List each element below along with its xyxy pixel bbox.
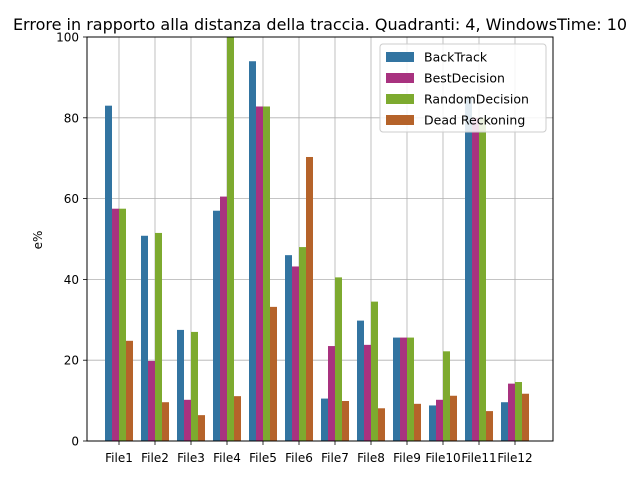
bar-randomdecision — [299, 247, 306, 441]
bar-randomdecision — [407, 337, 414, 441]
bar-backtrack — [105, 105, 112, 442]
legend-box — [379, 43, 547, 133]
x-tick-label: File2 — [141, 451, 169, 465]
legend-label: Dead Reckoning — [424, 113, 525, 128]
bar-randomdecision — [443, 351, 450, 441]
bar-backtrack — [465, 97, 472, 441]
bar-randomdecision — [155, 232, 162, 441]
bar-dead-reckoning — [450, 395, 457, 441]
x-tick-label: File3 — [177, 451, 205, 465]
x-tick-label: File6 — [285, 451, 313, 465]
bar-randomdecision — [227, 37, 234, 441]
x-tick-label: File7 — [321, 451, 349, 465]
y-tick-label: 40 — [64, 273, 79, 287]
bar-dead-reckoning — [270, 306, 277, 441]
bar-dead-reckoning — [126, 340, 133, 441]
bar-bestdecision — [400, 337, 407, 441]
bar-backtrack — [141, 235, 148, 441]
bar-backtrack — [285, 255, 292, 441]
bar-backtrack — [501, 402, 508, 441]
bar-bestdecision — [508, 383, 515, 441]
x-tick-label: File8 — [357, 451, 385, 465]
bar-bestdecision — [364, 344, 371, 441]
bar-bestdecision — [472, 117, 479, 442]
legend: BackTrack BestDecision RandomDecision Dead … — [379, 43, 547, 133]
bar-bestdecision — [328, 346, 335, 441]
bar-bestdecision — [220, 196, 227, 441]
x-tick-label: File11 — [461, 451, 496, 465]
y-axis-label: e% — [31, 231, 45, 250]
y-axis: 0 20 40 60 80 100 — [56, 31, 87, 449]
x-tick-label: File10 — [425, 451, 460, 465]
bar-bestdecision — [436, 399, 443, 441]
bar-randomdecision — [479, 117, 486, 442]
bar-bestdecision — [184, 399, 191, 441]
x-tick-label: File12 — [497, 451, 532, 465]
y-tick-label: 0 — [71, 435, 79, 449]
bars — [105, 37, 529, 442]
bar-dead-reckoning — [414, 403, 421, 441]
legend-label: BackTrack — [424, 50, 488, 65]
x-tick-label: File1 — [105, 451, 133, 465]
bar-dead-reckoning — [198, 415, 205, 441]
bar-randomdecision — [335, 277, 342, 441]
legend-swatch — [386, 94, 414, 104]
bar-dead-reckoning — [378, 408, 385, 441]
bar-dead-reckoning — [162, 402, 169, 441]
bar-backtrack — [357, 320, 364, 441]
bar-bestdecision — [148, 361, 155, 441]
legend-swatch — [386, 115, 414, 125]
bar-backtrack — [213, 210, 220, 441]
bar-randomdecision — [263, 106, 270, 441]
bar-backtrack — [393, 337, 400, 441]
bar-backtrack — [429, 405, 436, 441]
legend-label: BestDecision — [424, 71, 505, 86]
bar-randomdecision — [371, 301, 378, 441]
bar-randomdecision — [191, 331, 198, 441]
x-tick-label: File4 — [213, 451, 241, 465]
x-axis: File1 File2 File3 File4 File5 File6 File7 File8… — [105, 441, 533, 465]
bar-dead-reckoning — [522, 393, 529, 441]
bar-dead-reckoning — [306, 156, 313, 441]
bar-backtrack — [321, 398, 328, 441]
bar-bestdecision — [292, 266, 299, 441]
legend-swatch — [386, 73, 414, 83]
y-tick-label: 60 — [64, 192, 79, 206]
plot-frame — [86, 36, 554, 442]
y-tick-label: 100 — [56, 31, 79, 45]
bar-backtrack — [177, 329, 184, 441]
bar-bestdecision — [256, 106, 263, 441]
bar-dead-reckoning — [486, 411, 493, 441]
bar-backtrack — [249, 61, 256, 442]
chart-title: Errore in rapporto alla distanza della t… — [13, 15, 627, 34]
bar-bestdecision — [112, 208, 119, 441]
bar-randomdecision — [515, 382, 522, 441]
bar-randomdecision — [119, 208, 126, 441]
y-tick-label: 80 — [64, 111, 79, 125]
legend-swatch — [386, 52, 414, 62]
x-tick-label: File5 — [249, 451, 277, 465]
bar-dead-reckoning — [342, 401, 349, 441]
legend-label: RandomDecision — [424, 92, 529, 107]
x-tick-label: File9 — [393, 451, 421, 465]
bar-dead-reckoning — [234, 396, 241, 441]
y-tick-label: 20 — [64, 354, 79, 368]
